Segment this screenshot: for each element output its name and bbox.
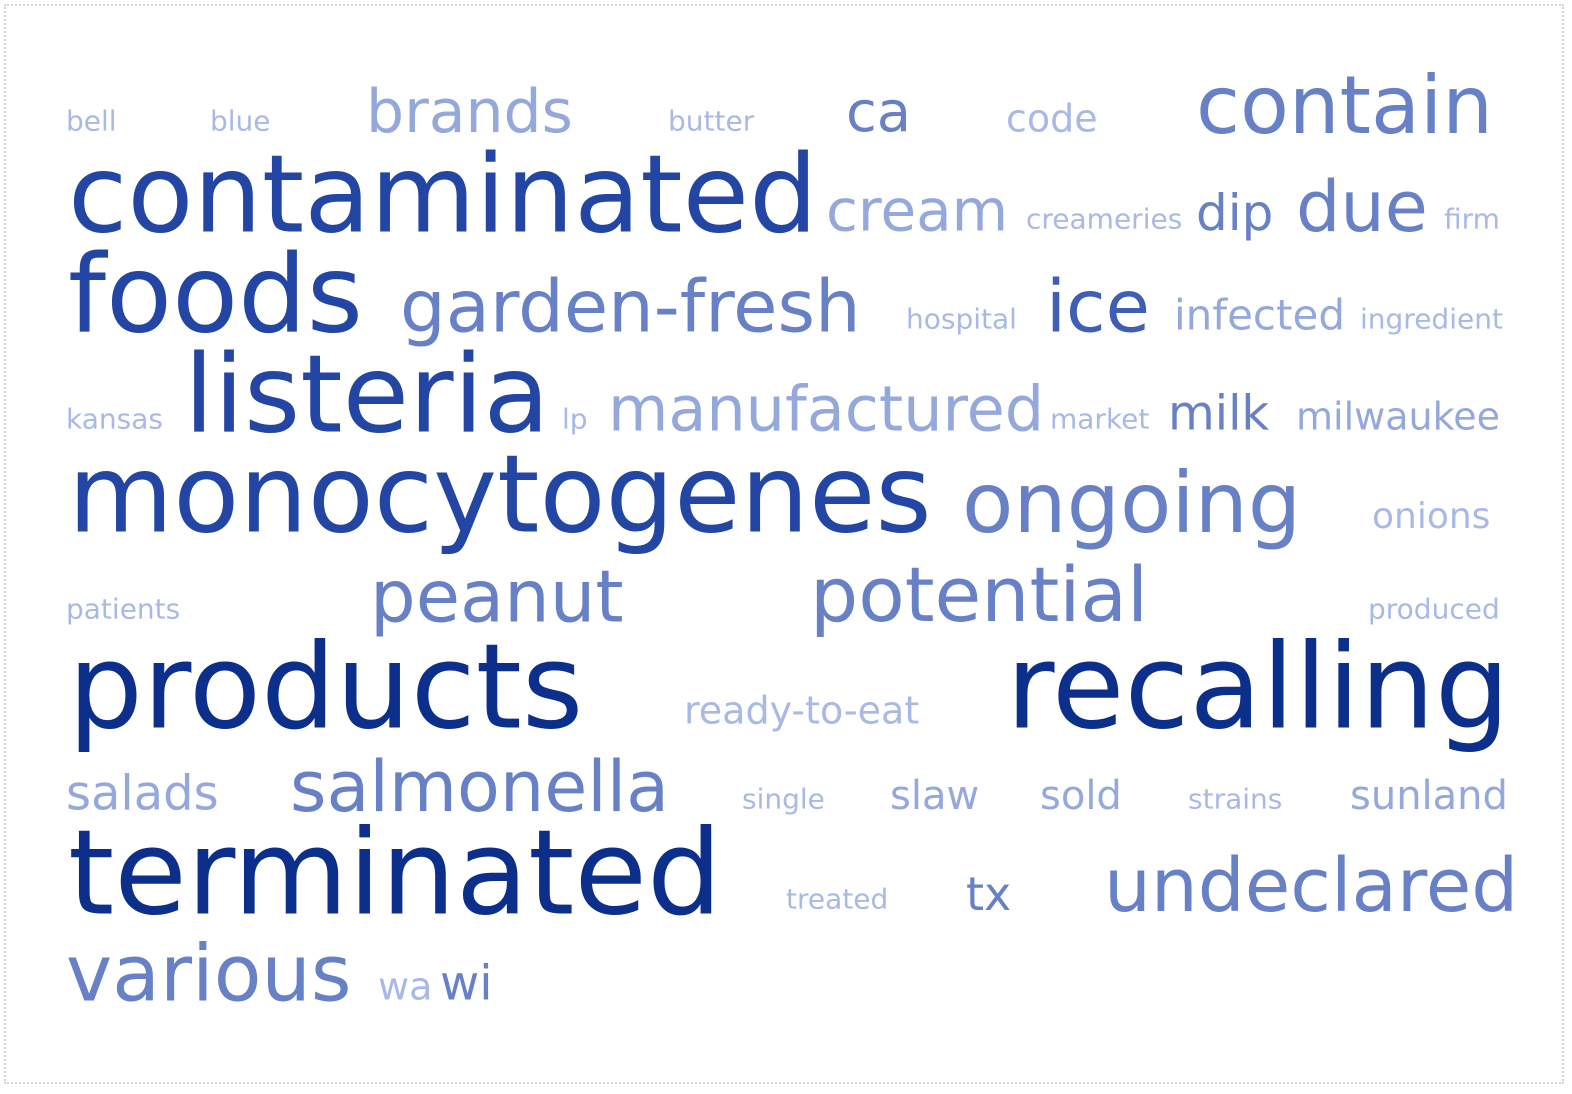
word-milwaukee: milwaukee (1296, 394, 1500, 439)
word-salmonella: salmonella (290, 746, 670, 828)
word-potential: potential (810, 550, 1149, 640)
word-creameries: creameries (1026, 202, 1183, 236)
word-milk: milk (1168, 385, 1270, 442)
word-wa: wa (378, 964, 433, 1009)
word-manufactured: manufactured (608, 372, 1045, 446)
word-sold: sold (1040, 773, 1122, 819)
word-ingredient: ingredient (1360, 302, 1503, 336)
word-code: code (1006, 96, 1098, 141)
word-contaminated: contaminated (68, 132, 818, 258)
word-ongoing: ongoing (962, 453, 1302, 552)
word-cream: cream (826, 176, 1009, 245)
word-treated: treated (786, 882, 889, 916)
word-monocytogenes: monocytogenes (68, 432, 932, 558)
word-dip: dip (1196, 184, 1274, 242)
word-recalling: recalling (1006, 617, 1510, 756)
word-blue: blue (210, 104, 271, 138)
word-contain: contain (1196, 59, 1493, 152)
word-ready-to-eat: ready-to-eat (684, 688, 920, 733)
word-slaw: slaw (890, 773, 980, 819)
word-firm: firm (1444, 202, 1500, 236)
word-lp: lp (562, 402, 588, 436)
word-foods: foods (68, 232, 363, 358)
word-terminated: terminated (68, 803, 722, 942)
word-onions: onions (1372, 496, 1491, 538)
word-patients: patients (66, 592, 181, 626)
word-sunland: sunland (1350, 773, 1508, 819)
word-garden-fresh: garden-fresh (400, 264, 861, 349)
word-hospital: hospital (906, 302, 1017, 336)
word-ice: ice (1046, 264, 1150, 349)
word-market: market (1050, 402, 1150, 436)
word-bell: bell (66, 104, 117, 138)
word-ca: ca (846, 80, 912, 146)
word-various: various (66, 929, 352, 1020)
word-kansas: kansas (66, 402, 163, 436)
word-butter: butter (668, 104, 755, 138)
word-tx: tx (966, 867, 1012, 922)
word-single: single (742, 782, 825, 816)
word-brands: brands (366, 77, 573, 147)
word-produced: produced (1368, 592, 1500, 626)
word-products: products (68, 617, 584, 756)
word-undeclared: undeclared (1104, 842, 1519, 929)
word-infected: infected (1174, 290, 1345, 340)
word-listeria: listeria (184, 332, 550, 458)
word-due: due (1296, 166, 1428, 248)
word-cloud-frame (4, 4, 1564, 1084)
word-strains: strains (1188, 782, 1283, 816)
word-peanut: peanut (370, 554, 624, 639)
word-wi: wi (440, 955, 493, 1012)
word-salads: salads (66, 765, 219, 822)
